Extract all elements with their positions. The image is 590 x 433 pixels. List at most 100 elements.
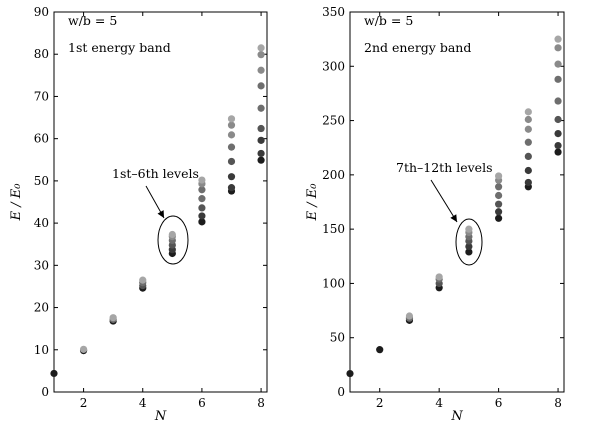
data-point [524,125,532,133]
width-ratio-label: w/b = 5 [68,13,117,28]
chart-panel-band1: 0 10 20 30 40 50 60 70 80 90 2 4 6 8 N E / E₀ w/b = 5 1st… [9,5,268,424]
data-point [257,66,265,74]
x-tick-label: 6 [198,396,206,410]
data-point [495,183,503,191]
data-point [524,152,532,160]
y-tick-label: 300 [322,59,345,73]
data-point [257,156,265,164]
data-point [227,115,236,123]
x-axis-label: N [154,409,167,424]
data-point [554,141,562,150]
data-point [257,82,265,90]
y-axis-label: E / E₀ [9,183,24,222]
plot-frame [53,11,268,393]
width-ratio-label: w/b = 5 [364,13,413,28]
data-point [524,166,532,175]
data-point [79,345,88,353]
y-tick-label: 40 [34,216,49,230]
plot-frame [349,11,565,393]
data-point [198,195,206,203]
data-point [257,44,265,52]
data-point [227,121,236,129]
x-tick-label: 2 [80,396,88,410]
data-point [435,273,443,281]
y-tick-label: 60 [34,132,49,146]
band-label: 1st energy band [68,40,171,55]
y-tick-label: 350 [322,5,345,19]
data-point [495,191,503,200]
data-point [257,124,265,133]
data-point [524,115,532,124]
data-point [227,157,236,166]
data-point [554,60,562,68]
x-tick-label: 2 [376,396,384,410]
data-point [465,225,473,233]
y-tick-label: 0 [337,385,345,399]
annotation-arrowhead [157,210,164,218]
data-point [465,242,473,251]
data-point [109,314,117,322]
y-tick-label: 90 [34,5,49,19]
data-point [554,35,562,43]
y-tick-label: 100 [322,276,345,290]
y-tick-label: 150 [322,222,345,236]
y-tick-label: 10 [34,343,49,357]
data-point [168,230,176,239]
annotation-arrow-line [430,179,458,223]
data-point [50,369,58,378]
y-tick-label: 80 [34,47,49,61]
data-point [554,97,562,105]
data-point [495,208,503,216]
data-point [227,143,236,151]
data-point [227,173,236,181]
data-point [376,346,384,354]
data-point [139,276,147,284]
x-tick-label: 4 [435,396,443,410]
y-tick-label: 0 [41,385,49,399]
data-point [554,75,562,83]
data-point [554,44,562,52]
data-point [227,131,236,139]
x-tick-label: 4 [139,396,147,410]
data-point [524,138,532,146]
data-point [198,186,206,194]
x-tick-label: 8 [257,396,265,410]
x-tick-label: 8 [554,396,562,410]
data-point [257,149,265,158]
data-point [554,130,562,138]
data-point [554,115,562,124]
y-tick-label: 200 [322,168,345,182]
data-point [257,51,265,59]
annotation-arrowhead [450,214,457,222]
y-tick-label: 50 [330,331,345,345]
data-point [198,204,206,212]
data-point [405,312,414,320]
data-point [495,214,503,222]
circled-levels-label: 1st–6th levels [112,166,199,181]
y-tick-label: 30 [34,258,49,272]
x-tick-label: 6 [495,396,503,410]
band-label: 2nd energy band [364,40,471,55]
y-tick-label: 50 [34,174,49,188]
data-point [554,148,562,156]
data-point [198,218,206,226]
highlight-ellipse [455,218,483,266]
y-tick-label: 250 [322,114,345,128]
data-point [495,172,503,180]
data-point [524,108,532,116]
data-point [257,136,265,144]
y-axis-label: E / E₀ [305,183,320,222]
data-point [198,212,206,220]
data-point [257,104,265,112]
y-tick-label: 70 [34,89,49,103]
x-axis-label: N [450,409,463,424]
data-point [198,176,206,184]
chart-panel-band2: 0 50 100 150 200 250 300 350 2 4 6 8 N E / E₀ w/b = 5 2… [305,5,565,424]
data-point [346,369,354,378]
data-point [465,248,473,256]
y-tick-label: 20 [34,301,49,315]
data-point [495,200,503,208]
data-point [524,178,532,187]
